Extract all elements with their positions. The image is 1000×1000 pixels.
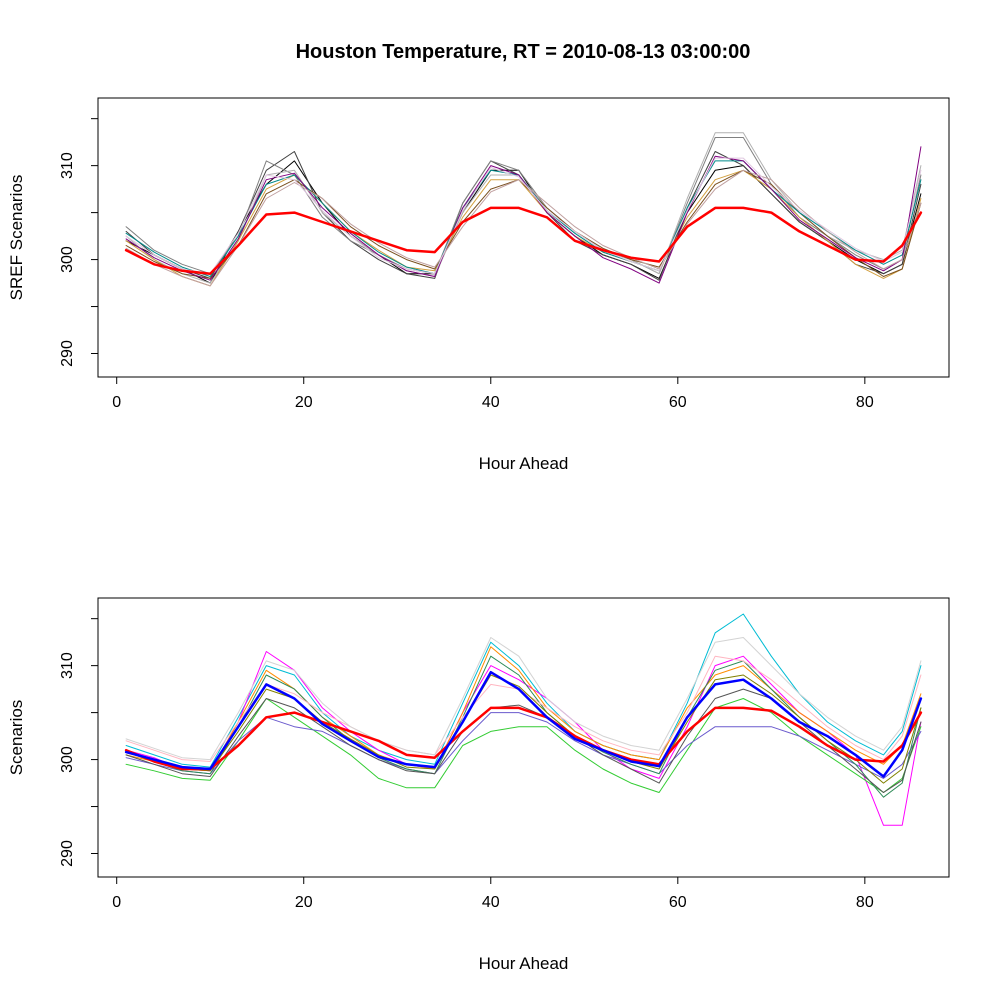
- series-line-scen-10: [125, 674, 922, 784]
- series-line-scen-04: [125, 646, 922, 772]
- x-axis-label: Hour Ahead: [479, 954, 569, 973]
- series-line-sref-05: [125, 169, 922, 287]
- series-group: [124, 132, 923, 287]
- series-line-scen-09: [125, 637, 922, 761]
- y-tick-label: 310: [59, 652, 76, 679]
- series-line-scen-08: [125, 688, 922, 793]
- y-axis-label: SREF Scenarios: [7, 175, 26, 301]
- x-tick-label: 20: [295, 894, 313, 911]
- series-line-sref-10: [125, 157, 922, 275]
- plot-frame: [97, 597, 950, 878]
- series-line-scen-01: [125, 613, 922, 768]
- series-line-sref-04: [125, 132, 922, 284]
- x-tick-label: 0: [112, 394, 121, 411]
- x-tick-label: 40: [482, 394, 500, 411]
- y-axis-label: Scenarios: [7, 700, 26, 776]
- x-tick-label: 20: [295, 394, 313, 411]
- series-line-observed: [124, 706, 923, 771]
- series-group: [124, 613, 923, 826]
- y-tick-label: 310: [59, 152, 76, 179]
- series-line-sref-09: [125, 169, 922, 287]
- y-tick-label: 300: [59, 246, 76, 273]
- scenarios-panel: 0 20 40 60 80 290 300 310 Hour Ahead Scenarios: [7, 597, 950, 973]
- x-tick-label: 80: [856, 894, 874, 911]
- series-line-mean: [124, 670, 923, 778]
- plot-frame: [97, 97, 950, 378]
- series-line-observed: [124, 206, 923, 275]
- sref-scenarios-panel: Houston Temperature, RT = 2010-08-13 03:…: [7, 41, 950, 473]
- series-line-sref-03: [125, 137, 922, 275]
- x-tick-label: 60: [669, 394, 687, 411]
- x-tick-label: 40: [482, 894, 500, 911]
- series-line-sref-07: [125, 160, 922, 277]
- x-tick-label: 60: [669, 894, 687, 911]
- x-axis-label: Hour Ahead: [479, 454, 569, 473]
- x-tick-label: 0: [112, 894, 121, 911]
- y-tick-label: 290: [59, 340, 76, 367]
- y-tick-label: 290: [59, 840, 76, 867]
- chart-title: Houston Temperature, RT = 2010-08-13 03:…: [296, 41, 751, 63]
- y-tick-label: 300: [59, 746, 76, 773]
- x-tick-label: 80: [856, 394, 874, 411]
